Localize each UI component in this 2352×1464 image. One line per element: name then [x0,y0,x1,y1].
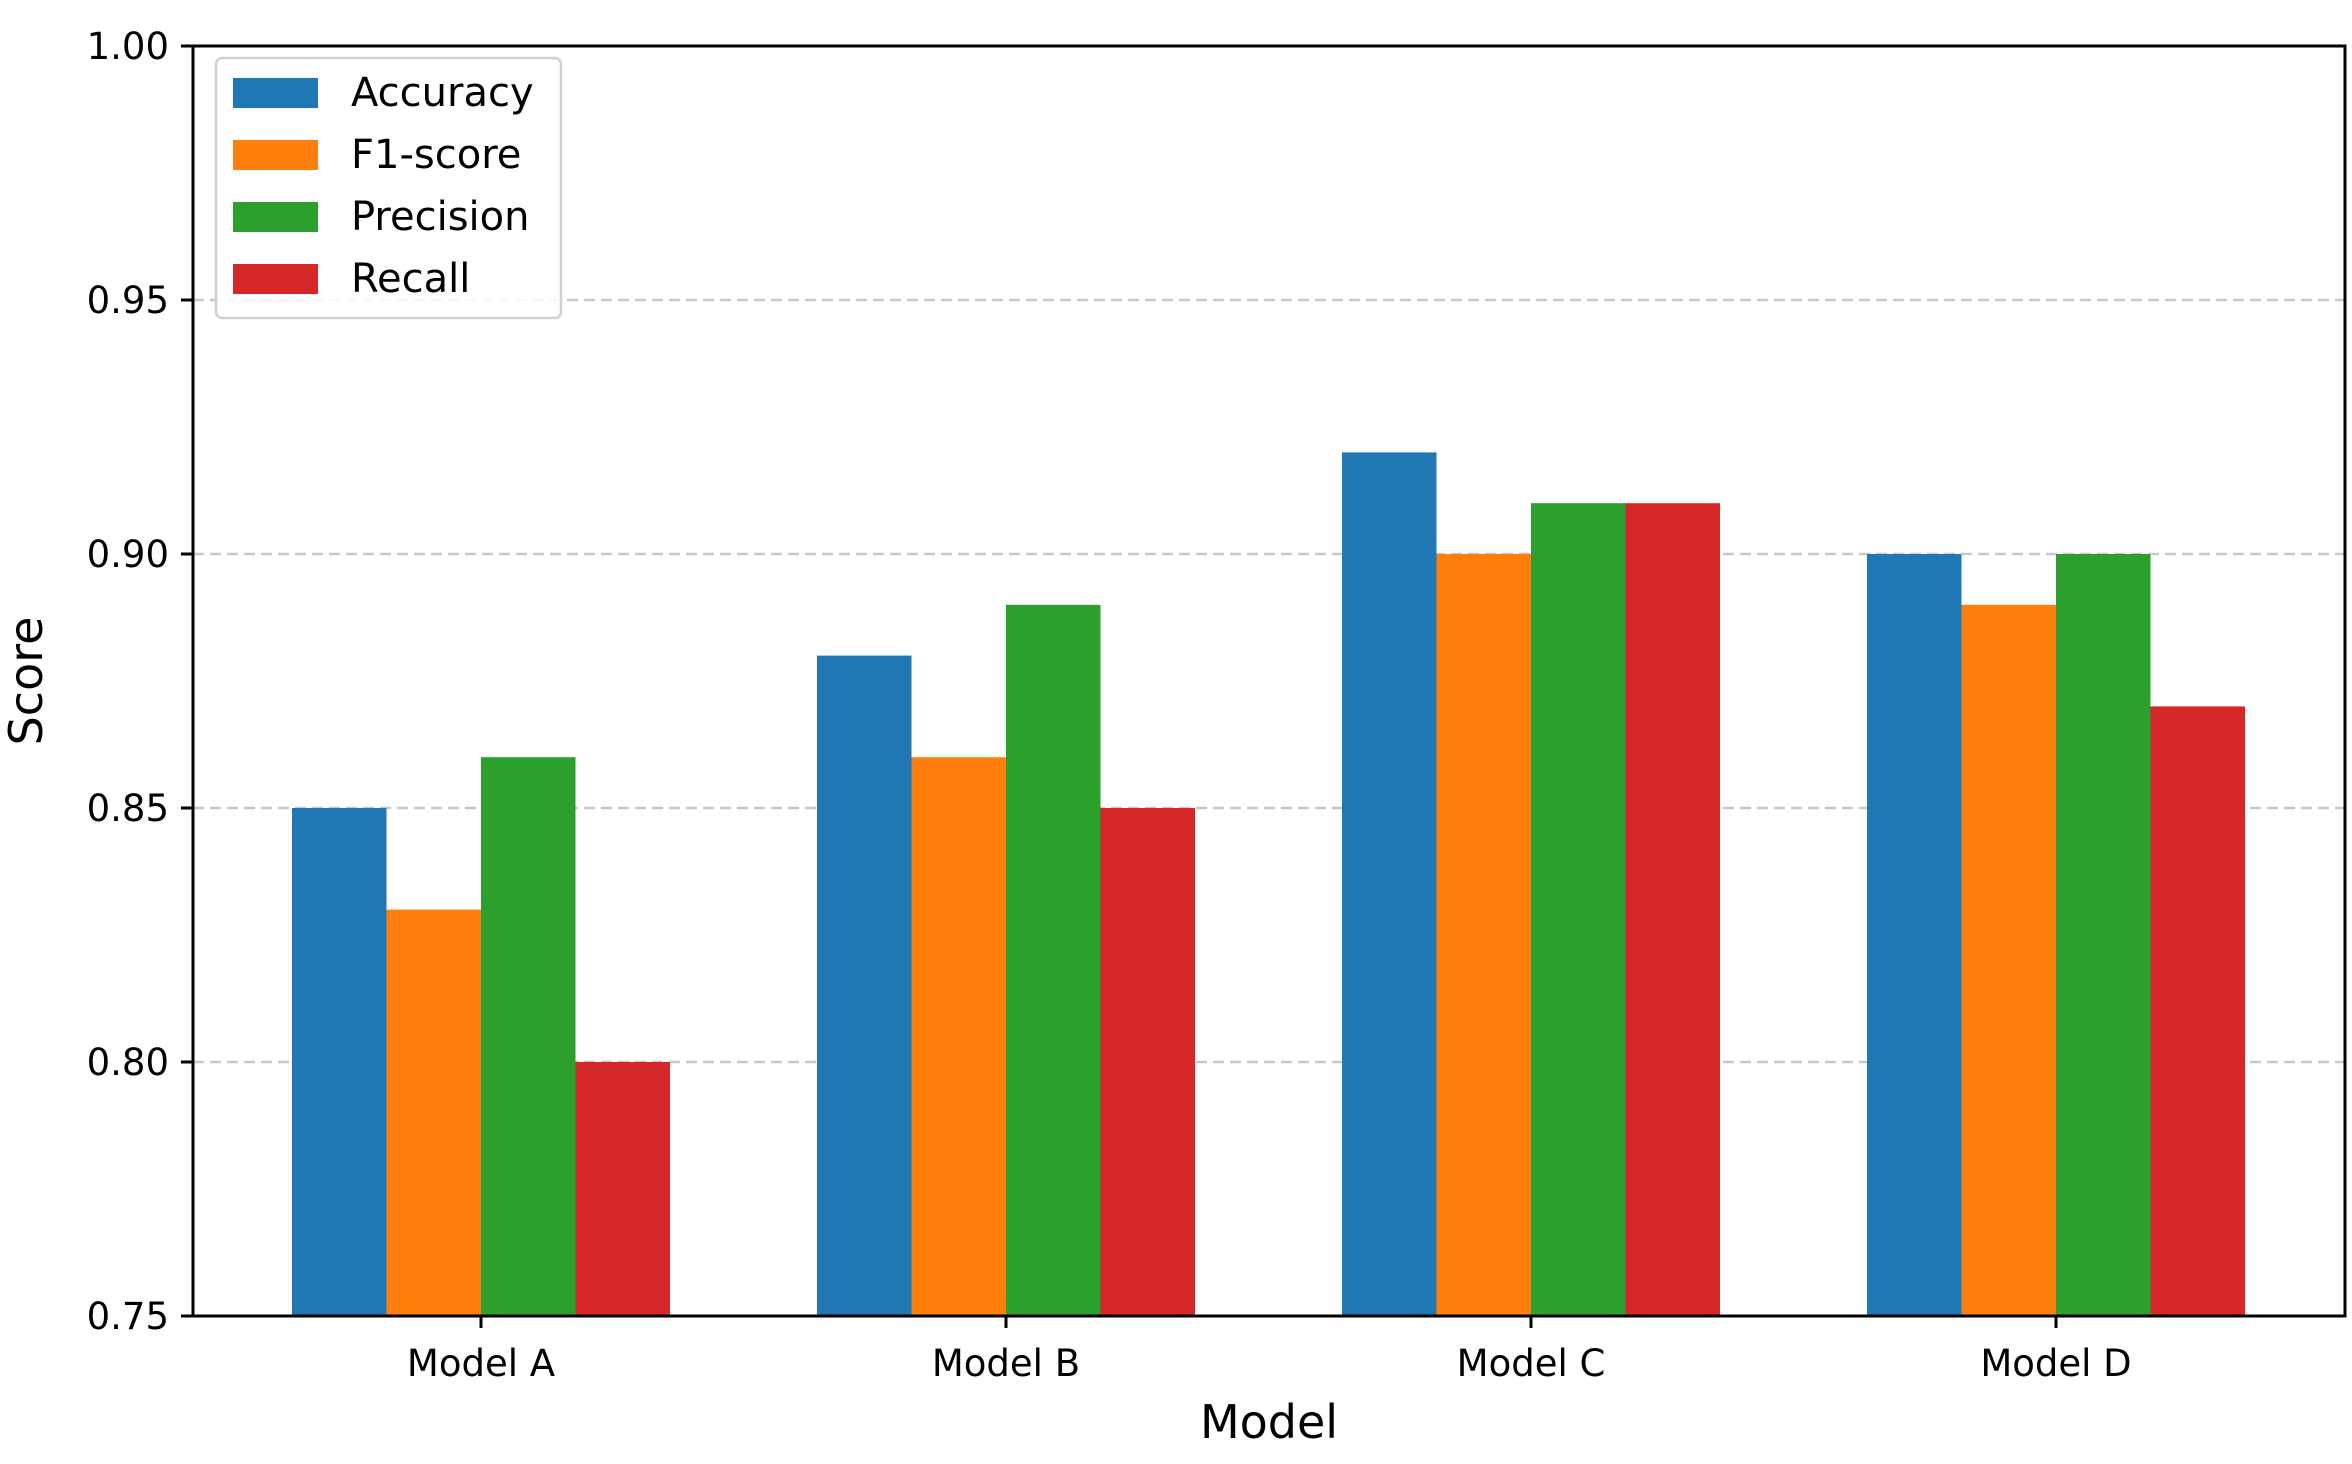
legend-swatch [233,140,318,170]
plot-frame [191,44,2347,1318]
axis-ticks: 0.75 0.80 0.85 0.90 0.95 1.00 Model A Model B Mo… [87,25,2132,1385]
x-tick-label: Model D [1980,1342,2131,1385]
bar-accuracy-model-b [817,655,912,1316]
legend-label: Precision [351,194,529,240]
bar-accuracy-model-d [1867,554,1962,1316]
bar-f1-score-model-a [386,909,481,1316]
y-tick-label: 0.85 [87,787,169,830]
bar-accuracy-model-c [1342,452,1437,1316]
y-tick-label: 0.80 [87,1041,169,1084]
legend-label: Recall [351,256,470,302]
y-tick-label: 0.90 [87,533,169,576]
x-axis-title: Model [1200,1395,1338,1449]
legend-label: Accuracy [351,70,534,116]
bar-precision-model-c [1531,503,1626,1316]
legend: Accuracy F1-score Precision Recall [214,56,563,320]
bar-precision-model-b [1006,604,1101,1316]
bar-precision-model-a [481,757,576,1316]
bars [292,452,2245,1316]
legend-swatch [233,264,318,294]
y-tick-label: 0.95 [87,279,169,322]
legend-swatch [233,78,318,108]
x-tick-label: Model B [932,1342,1080,1385]
bar-recall-model-b [1100,808,1195,1316]
bar-f1-score-model-b [911,757,1006,1316]
legend-box [214,56,563,320]
bar-accuracy-model-a [292,808,387,1316]
legend-label: F1-score [351,132,521,178]
x-tick-label: Model C [1457,1342,1606,1385]
bar-precision-model-d [2056,554,2151,1316]
y-tick-label: 0.75 [87,1295,169,1338]
y-tick-label: 1.00 [87,25,169,68]
bar-f1-score-model-c [1436,554,1531,1316]
bar-recall-model-a [575,1062,670,1316]
legend-swatch [233,202,318,232]
y-axis-title: Score [0,617,53,746]
x-tick-label: Model A [407,1342,555,1385]
bar-recall-model-d [2150,706,2245,1316]
bar-recall-model-c [1625,503,1720,1316]
bar-f1-score-model-d [1961,604,2056,1316]
